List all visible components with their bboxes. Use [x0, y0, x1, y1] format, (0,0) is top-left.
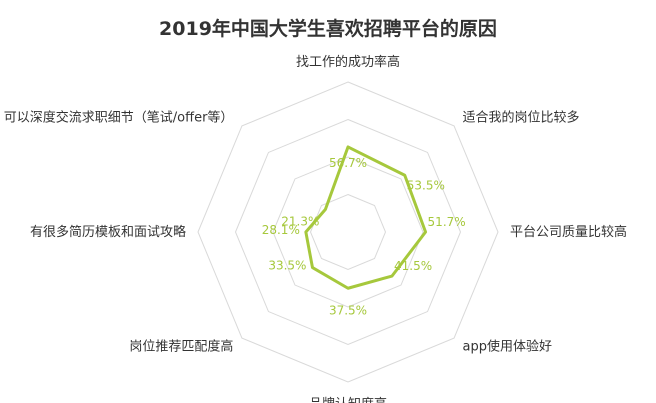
category-label: 适合我的岗位比较多 — [463, 109, 580, 125]
value-label: 33.5% — [268, 259, 306, 273]
category-label: 有很多简历模板和面试攻略 — [30, 224, 186, 240]
value-label: 51.7% — [428, 215, 466, 229]
series-line — [304, 145, 428, 290]
value-label: 56.7% — [329, 156, 367, 170]
value-labels: 56.7% 53.5% 51.7% 41.5% 37.5% 33.5% 28.1%21.3% — [262, 156, 466, 317]
category-label: 品牌认知度高 — [309, 396, 387, 403]
value-label: 21.3% — [281, 214, 319, 228]
grid-ring — [272, 156, 424, 308]
value-label: 53.5% — [407, 178, 445, 192]
chart-title: 2019年中国大学生喜欢招聘平台的原因 — [159, 18, 497, 40]
category-label: 平台公司质量比较高 — [510, 224, 627, 240]
grid-ring — [197, 81, 499, 383]
radar-series — [304, 145, 428, 290]
value-label: 37.5% — [329, 303, 367, 317]
category-label: 可以深度交流求职细节（笔试/offer等） — [4, 109, 234, 125]
category-label: 岗位推荐匹配度高 — [129, 339, 233, 355]
value-label: 41.5% — [394, 259, 432, 273]
category-label: 找工作的成功率高 — [296, 54, 400, 70]
grid-ring — [234, 118, 462, 346]
grid-ring — [309, 193, 387, 271]
radar-grid — [197, 81, 499, 383]
category-label: app使用体验好 — [463, 339, 552, 355]
value-label: 28.1% — [262, 223, 300, 237]
